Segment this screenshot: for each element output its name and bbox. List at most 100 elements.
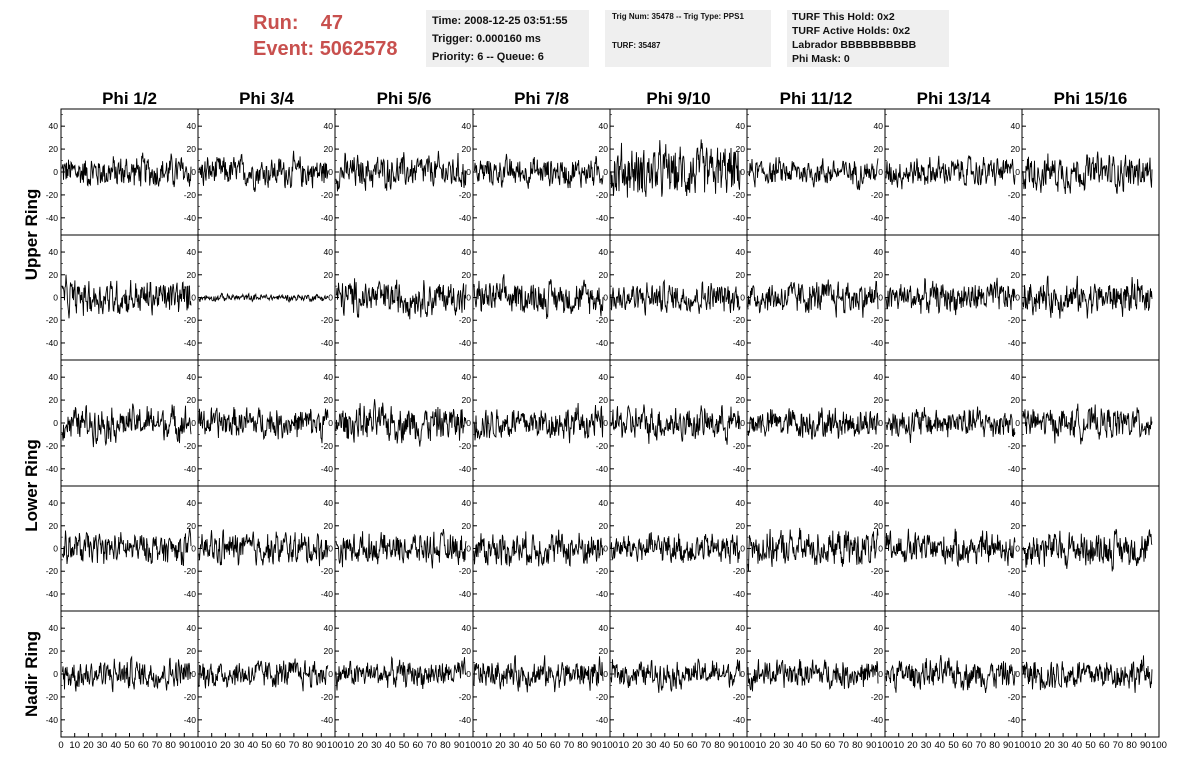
y-tick-label: 0: [328, 167, 333, 177]
y-tick-label: 40: [49, 623, 59, 633]
y-tick-label: 20: [599, 144, 609, 154]
y-tick-label: 0: [191, 669, 196, 679]
x-tick-label: 40: [111, 740, 122, 751]
y-tick-label: -20: [321, 692, 334, 702]
waveform-trace: [198, 406, 329, 444]
waveform-trace: [610, 139, 741, 198]
y-tick-label: -40: [871, 213, 884, 223]
x-tick-label: 80: [989, 740, 1000, 751]
y-tick-label: 0: [466, 669, 471, 679]
run-value: 47: [320, 12, 344, 34]
x-tick-label: 100: [739, 740, 755, 751]
y-tick-label: 0: [191, 167, 196, 177]
column-header: Phi 11/12: [780, 89, 853, 108]
x-tick-label: 90: [316, 740, 327, 751]
y-tick-label: -40: [733, 715, 746, 725]
column-header: Phi 15/16: [1054, 89, 1128, 108]
y-tick-label: 20: [874, 395, 884, 405]
y-tick-label: -20: [184, 190, 197, 200]
y-tick-label: -40: [46, 589, 59, 599]
x-tick-label: 100: [602, 740, 618, 751]
turf-hold-text: TURF This Hold: 0x2: [792, 11, 895, 23]
y-tick-label: 40: [736, 372, 746, 382]
x-tick-label: 20: [632, 740, 643, 751]
event-value: 5062578: [319, 38, 398, 60]
x-tick-label: 90: [728, 740, 739, 751]
y-tick-label: 20: [736, 144, 746, 154]
column-header: Phi 3/4: [239, 89, 294, 108]
y-tick-label: 40: [324, 623, 334, 633]
waveform-trace: [198, 658, 329, 692]
waveform-trace: [61, 274, 192, 319]
x-tick-label: 50: [811, 740, 822, 751]
y-tick-label: -40: [46, 213, 59, 223]
waveform-trace: [335, 150, 467, 192]
x-tick-label: 80: [577, 740, 588, 751]
x-tick-label: 60: [275, 740, 286, 751]
x-tick-label: 10: [69, 740, 80, 751]
waveform-trace: [61, 152, 192, 188]
y-tick-label: 0: [53, 418, 58, 428]
y-tick-label: -40: [184, 715, 197, 725]
y-tick-label: -20: [596, 441, 609, 451]
y-tick-label: -20: [871, 692, 884, 702]
x-tick-label: 40: [797, 740, 808, 751]
x-tick-label: 10: [756, 740, 767, 751]
y-tick-label: 0: [878, 293, 883, 303]
x-tick-label: 30: [371, 740, 382, 751]
x-tick-label: 10: [1030, 740, 1041, 751]
y-tick-label: 20: [874, 646, 884, 656]
x-tick-label: 50: [536, 740, 547, 751]
y-tick-label: -20: [596, 566, 609, 576]
x-tick-label: 70: [838, 740, 849, 751]
y-tick-label: 0: [603, 418, 608, 428]
y-tick-label: 40: [599, 247, 609, 257]
y-tick-label: 20: [187, 521, 197, 531]
x-tick-label: 30: [97, 740, 108, 751]
waveform-trace: [473, 153, 604, 189]
y-tick-label: -40: [321, 338, 334, 348]
waveform-trace: [198, 292, 329, 303]
x-tick-label: 80: [714, 740, 725, 751]
y-tick-label: 40: [874, 498, 884, 508]
turf-info-box: TURF This Hold: 0x2 TURF Active Holds: 0…: [787, 10, 949, 67]
y-tick-label: 0: [740, 167, 745, 177]
y-tick-label: 0: [740, 669, 745, 679]
y-tick-label: -20: [184, 315, 197, 325]
y-tick-label: 20: [599, 646, 609, 656]
y-tick-label: 40: [599, 121, 609, 131]
x-tick-label: 10: [893, 740, 904, 751]
y-tick-label: 0: [740, 544, 745, 554]
y-tick-label: -20: [321, 441, 334, 451]
y-tick-label: 20: [187, 270, 197, 280]
y-tick-label: -20: [46, 315, 59, 325]
y-tick-label: -20: [871, 315, 884, 325]
y-tick-label: -20: [596, 692, 609, 702]
ring-label: Upper Ring: [22, 189, 41, 281]
x-tick-label: 50: [948, 740, 959, 751]
y-tick-label: -20: [871, 190, 884, 200]
x-tick-label: 50: [1085, 740, 1096, 751]
y-tick-label: 0: [603, 293, 608, 303]
y-tick-label: 0: [328, 669, 333, 679]
y-tick-label: 0: [53, 669, 58, 679]
waveform-trace: [610, 404, 741, 445]
y-tick-label: 40: [462, 247, 472, 257]
waveform-trace: [610, 532, 741, 565]
y-tick-label: -40: [733, 589, 746, 599]
x-tick-label: 40: [523, 740, 534, 751]
x-tick-label: 50: [399, 740, 410, 751]
y-tick-label: 40: [1011, 247, 1021, 257]
waveform-trace: [747, 659, 879, 692]
x-tick-label: 60: [962, 740, 973, 751]
turf-active-text: TURF Active Holds: 0x2: [792, 25, 911, 37]
y-tick-label: 20: [736, 521, 746, 531]
y-tick-label: 20: [49, 521, 59, 531]
y-tick-label: -40: [184, 338, 197, 348]
y-tick-label: 0: [466, 418, 471, 428]
y-tick-label: 40: [1011, 372, 1021, 382]
waveform-trace: [747, 279, 879, 318]
waveform-trace: [1022, 528, 1153, 572]
waveform-trace: [1022, 275, 1153, 319]
